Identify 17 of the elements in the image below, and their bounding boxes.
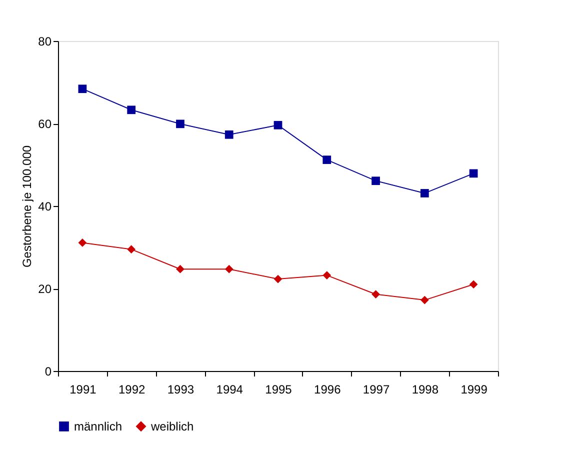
legend-label: weiblich bbox=[150, 419, 194, 434]
x-tick-label: 1991 bbox=[70, 382, 97, 396]
x-tick-label: 1997 bbox=[362, 382, 390, 396]
x-tick-label: 1995 bbox=[265, 382, 292, 396]
y-tick-label: 60 bbox=[38, 117, 52, 131]
y-tick-label: 0 bbox=[44, 364, 52, 378]
y-tick-label: 80 bbox=[38, 34, 52, 48]
y-axis-title: Gestorbene je 100.000 bbox=[20, 145, 34, 268]
x-tick-label: 1999 bbox=[460, 382, 488, 396]
legend-label: männlich bbox=[74, 419, 122, 434]
x-tick-label: 1992 bbox=[118, 382, 146, 396]
y-tick-label: 20 bbox=[38, 282, 52, 296]
x-tick-label: 1994 bbox=[216, 382, 244, 396]
x-tick-label: 1993 bbox=[167, 382, 194, 396]
y-tick-label: 40 bbox=[38, 200, 52, 214]
x-tick-label: 1996 bbox=[314, 382, 342, 396]
x-tick-label: 1998 bbox=[412, 382, 439, 396]
